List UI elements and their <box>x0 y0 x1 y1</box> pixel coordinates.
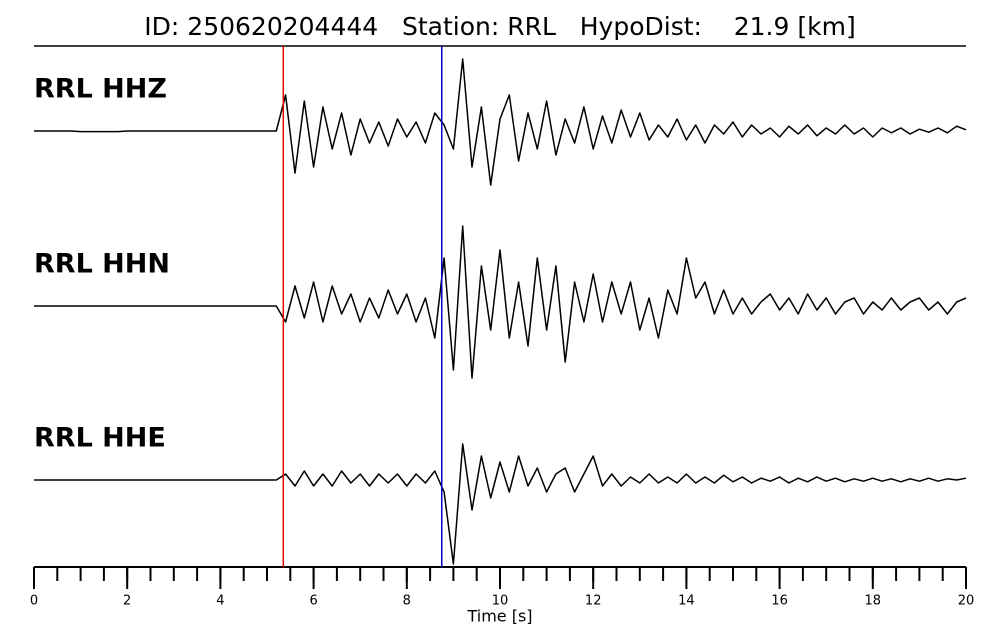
chart-title: ID: 250620204444 Station: RRL HypoDist: … <box>144 12 855 41</box>
trace-label: RRL HHZ <box>34 74 167 105</box>
x-tick-label: 20 <box>958 594 975 609</box>
x-tick-label: 14 <box>678 594 695 609</box>
x-tick-label: 10 <box>492 594 509 609</box>
x-tick-label: 16 <box>771 594 788 609</box>
trace-label: RRL HHN <box>34 249 170 280</box>
x-tick-label: 18 <box>865 594 882 609</box>
waveform <box>34 225 967 379</box>
x-tick-label: 4 <box>216 594 224 609</box>
waveform <box>34 443 967 565</box>
x-tick-label: 6 <box>309 594 317 609</box>
x-tick-label: 0 <box>30 594 38 609</box>
x-tick-label: 12 <box>585 594 602 609</box>
x-tick-label: 8 <box>403 594 411 609</box>
x-tick-label: 2 <box>123 594 131 609</box>
waveform <box>34 58 967 186</box>
x-axis-label: Time [s] <box>466 607 532 626</box>
trace-label: RRL HHE <box>34 423 166 454</box>
